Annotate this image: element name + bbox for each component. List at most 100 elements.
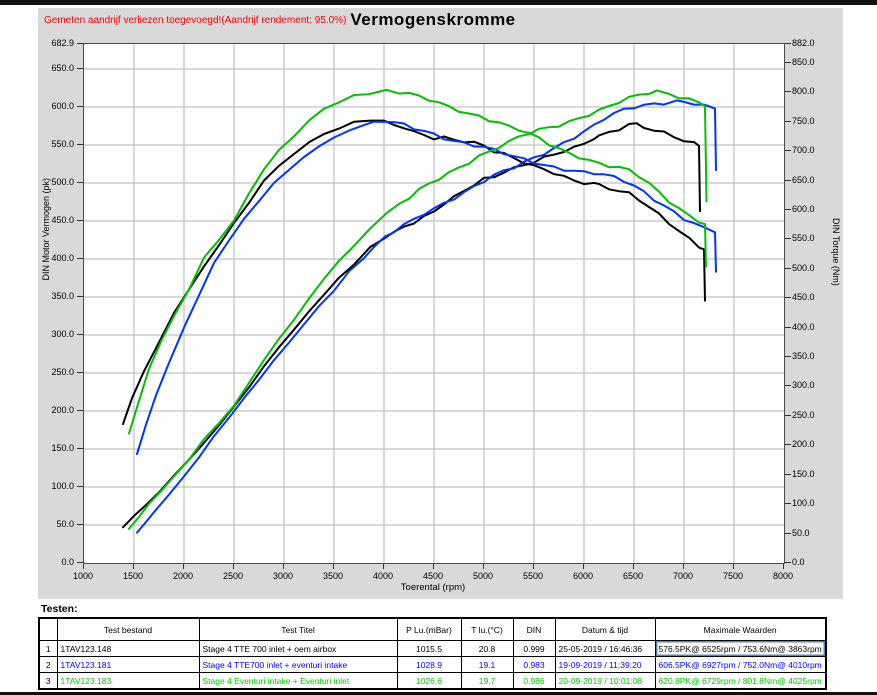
- left-tick-mark: [77, 296, 83, 297]
- window-bottom-border: [0, 692, 877, 695]
- test-row[interactable]: 2 1TAV123.181 Stage 4 TTE700 inlet + eve…: [38, 656, 827, 673]
- right-tick-mark: [785, 297, 791, 299]
- row-number-cell[interactable]: 2: [38, 656, 58, 673]
- pressure-cell[interactable]: 1015.5: [396, 640, 462, 657]
- right-tick-mark: [785, 91, 791, 93]
- test-row[interactable]: 3 1TAV123.183 Stage 4 Eventuri intake + …: [38, 672, 827, 690]
- left-tick-mark: [77, 220, 83, 221]
- column-header: Datum & tijd: [554, 617, 656, 641]
- left-tick-mark: [77, 524, 83, 525]
- right-tick-mark: [785, 532, 791, 534]
- x-tick-mark: [333, 564, 334, 569]
- right-tick-mark: [785, 267, 791, 269]
- test-title-cell[interactable]: Stage 4 TTE700 inlet + eventuri intake: [198, 656, 398, 673]
- left-tick-label: 100.0: [51, 481, 74, 491]
- test-file-cell[interactable]: 1TAV123.183: [56, 672, 200, 690]
- test-file-cell[interactable]: 1TAV123.148: [56, 640, 200, 657]
- left-tick-mark: [77, 410, 83, 411]
- x-tick-label: 4500: [422, 571, 444, 581]
- left-tick-label: 450.0: [51, 215, 74, 225]
- temperature-cell[interactable]: 19.7: [460, 672, 514, 690]
- x-tick-mark: [733, 564, 734, 569]
- x-tick-mark: [483, 564, 484, 569]
- x-tick-label: 7500: [722, 571, 744, 581]
- power-test1-oem-airbox: [122, 122, 701, 529]
- x-tick-label: 1000: [72, 571, 94, 581]
- row-number-cell[interactable]: 1: [38, 640, 58, 657]
- x-tick-label: 4000: [372, 571, 394, 581]
- din-cell[interactable]: 0.999: [512, 640, 556, 657]
- x-tick-mark: [783, 564, 784, 569]
- right-tick-mark: [785, 414, 791, 416]
- right-tick-label: 150.0: [792, 468, 815, 479]
- x-tick-label: 7000: [672, 571, 694, 581]
- right-tick-label: 400.0: [792, 321, 815, 332]
- left-tick-mark: [77, 448, 83, 449]
- column-header: [38, 617, 58, 641]
- din-cell[interactable]: 0.986: [512, 672, 556, 690]
- x-tick-mark: [433, 564, 434, 569]
- x-tick-mark: [533, 564, 534, 569]
- test-title-cell[interactable]: Stage 4 TTE 700 inlet + oem airbox: [198, 640, 398, 657]
- right-tick-label: 500.0: [792, 262, 815, 273]
- left-tick-mark: [77, 258, 83, 259]
- x-tick-mark: [683, 564, 684, 569]
- left-tick-mark: [77, 486, 83, 487]
- right-tick-mark: [785, 120, 791, 122]
- column-header: Test bestand: [56, 617, 200, 641]
- test-title-cell[interactable]: Stage 4 Eventuri intake + Eventuri inlet: [198, 672, 398, 690]
- right-tick-label: 300.0: [792, 380, 815, 391]
- pressure-cell[interactable]: 1028.9: [396, 656, 462, 673]
- power-torque-curves: [84, 44, 784, 563]
- max-values-cell[interactable]: 576.5PK@ 6525rpm / 753.6Nm@ 3863rpm: [654, 640, 827, 657]
- right-tick-label: 350.0: [792, 351, 815, 362]
- datetime-cell[interactable]: 19-09-2019 / 11:39:20: [554, 656, 656, 673]
- temperature-cell[interactable]: 20.8: [460, 640, 514, 657]
- left-tick-label: 682.9: [51, 38, 74, 48]
- left-tick-mark: [77, 334, 83, 335]
- din-cell[interactable]: 0.983: [512, 656, 556, 673]
- right-tick-mark: [785, 61, 791, 63]
- power-test2-eventuri-intake: [136, 99, 717, 534]
- column-header: Test Titel: [198, 617, 398, 641]
- plot-area[interactable]: [83, 43, 785, 564]
- max-values-cell[interactable]: 606.5PK@ 6927rpm / 752.0Nm@ 4010rpm: [654, 656, 827, 673]
- datetime-cell[interactable]: 25-05-2019 / 16:46:36: [554, 640, 656, 657]
- x-tick-label: 6500: [622, 571, 644, 581]
- drivetrain-loss-note: Gemeten aandrijf verliezen toegevoegd!(A…: [44, 15, 347, 26]
- left-tick-mark: [77, 144, 83, 145]
- x-axis-title: Toerental (rpm): [400, 582, 466, 593]
- right-tick-label: 250.0: [792, 409, 815, 420]
- column-header: DIN: [512, 617, 556, 641]
- test-file-cell[interactable]: 1TAV123.181: [56, 656, 200, 673]
- right-tick-mark: [785, 385, 791, 387]
- test-row[interactable]: 1 1TAV123.148 Stage 4 TTE 700 inlet + oe…: [38, 640, 827, 657]
- row-number-cell[interactable]: 3: [38, 672, 58, 690]
- left-tick-label: 300.0: [51, 329, 74, 339]
- left-tick-label: 500.0: [51, 177, 74, 187]
- left-tick-label: 250.0: [51, 367, 74, 377]
- datetime-cell[interactable]: 20-09-2019 / 10:01:08: [554, 672, 656, 690]
- x-tick-mark: [633, 564, 634, 569]
- x-tick-mark: [133, 564, 134, 569]
- right-tick-label: 450.0: [792, 292, 815, 303]
- tests-table-header-row: Test bestand Test Titel P Lu.(mBar) T lu.(°…: [38, 617, 827, 641]
- left-tick-mark: [77, 182, 83, 183]
- torque-test3-eventuri-full: [128, 88, 707, 435]
- left-tick-label: 550.0: [51, 139, 74, 149]
- right-tick-label: 100.0: [792, 498, 815, 509]
- right-tick-mark: [785, 238, 791, 240]
- left-tick-mark: [77, 562, 83, 563]
- left-tick-label: 200.0: [51, 405, 74, 415]
- right-tick-mark: [785, 562, 791, 563]
- right-tick-label: 882.0: [792, 38, 815, 48]
- right-tick-label: 750.0: [792, 115, 815, 126]
- x-tick-label: 1500: [122, 571, 144, 581]
- x-tick-label: 5500: [522, 571, 544, 581]
- column-header: Maximale Waarden: [654, 617, 827, 641]
- temperature-cell[interactable]: 19.1: [460, 656, 514, 673]
- chart-panel: Gemeten aandrijf verliezen toegevoegd!(A…: [38, 8, 843, 599]
- pressure-cell[interactable]: 1026.6: [396, 672, 462, 690]
- max-values-cell[interactable]: 620.8PK@ 6729rpm / 801.8Nm@ 4025rpm: [654, 672, 827, 690]
- x-tick-label: 8000: [772, 571, 794, 581]
